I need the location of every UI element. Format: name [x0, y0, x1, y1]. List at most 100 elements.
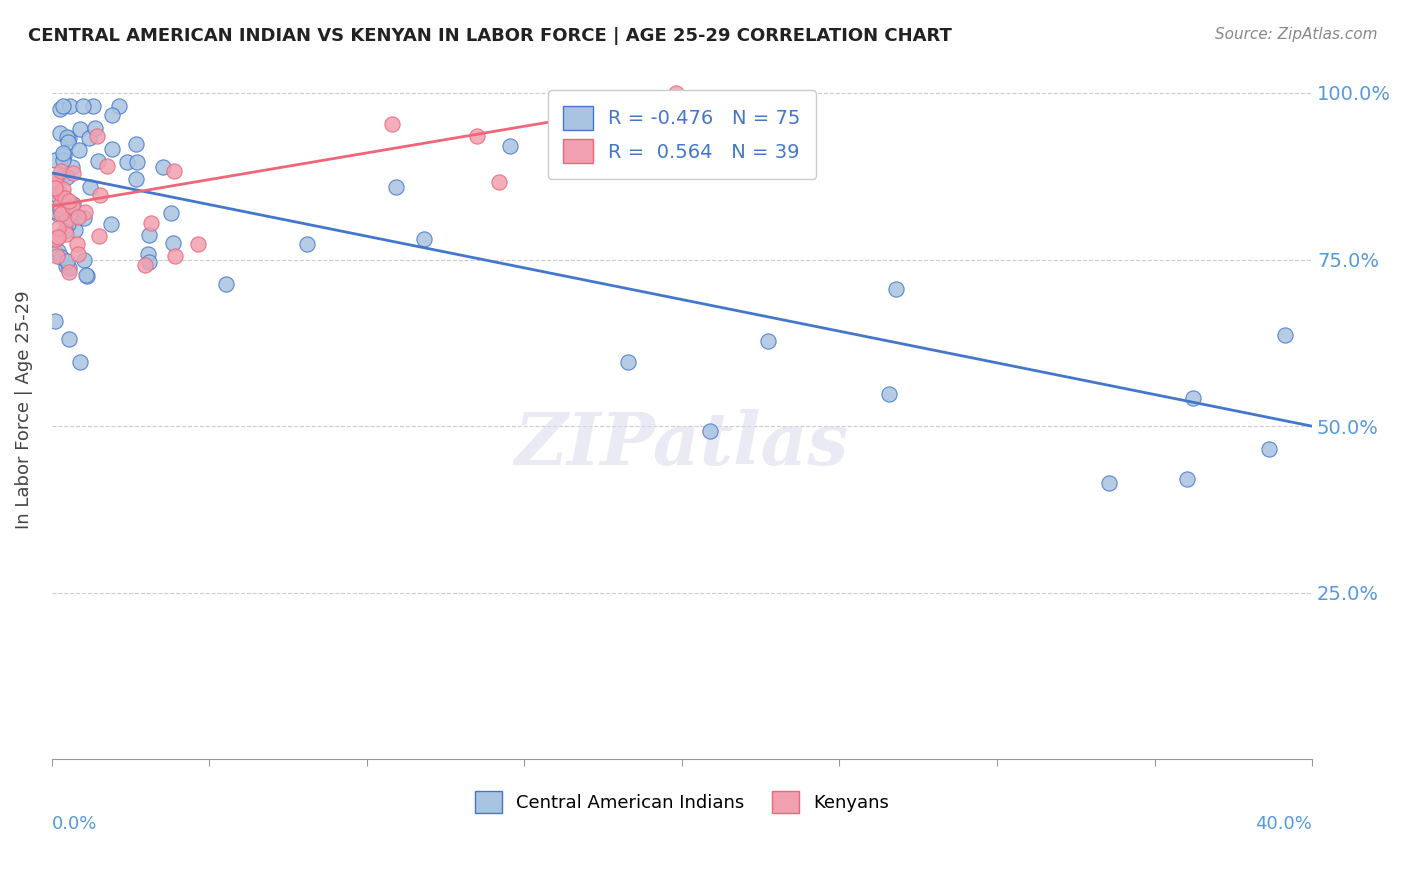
Point [55, 227, 77, 241]
Point [124, 172, 146, 186]
Point [55, 259, 77, 273]
Point [49, 186, 72, 200]
Point [665, 86, 688, 100]
Point [616, 355, 638, 369]
Text: Source: ZipAtlas.com: Source: ZipAtlas.com [1215, 27, 1378, 42]
Point [49, 163, 72, 178]
Text: CENTRAL AMERICAN INDIAN VS KENYAN IN LABOR FORCE | AGE 25-29 CORRELATION CHART: CENTRAL AMERICAN INDIAN VS KENYAN IN LAB… [28, 27, 952, 45]
Point [413, 232, 436, 246]
Point [52, 168, 75, 182]
Point [877, 387, 900, 401]
Point [465, 128, 488, 143]
Point [52, 182, 75, 196]
Point [63, 223, 86, 237]
Point [76, 269, 98, 284]
Point [46, 207, 69, 221]
Point [44, 173, 66, 187]
Point [73, 253, 96, 268]
Point [56, 130, 79, 145]
Text: 40.0%: 40.0% [1256, 815, 1312, 833]
Point [62, 166, 84, 180]
Y-axis label: In Labor Force | Age 25-29: In Labor Force | Age 25-29 [15, 290, 32, 529]
Point [187, 237, 209, 252]
Point [488, 175, 510, 189]
Point [1098, 476, 1121, 491]
Point [53, 191, 76, 205]
Point [1175, 472, 1198, 486]
Point [44, 245, 66, 260]
Point [49, 198, 72, 212]
Point [125, 136, 148, 151]
Point [62, 197, 84, 211]
Point [45, 232, 67, 246]
Point [58, 194, 80, 208]
Point [1257, 442, 1279, 457]
Point [101, 108, 124, 122]
Point [73, 204, 96, 219]
Point [48, 126, 70, 140]
Point [77, 130, 100, 145]
Point [58, 332, 80, 346]
Point [44, 178, 66, 192]
Point [52, 146, 75, 161]
Point [67, 143, 90, 157]
Point [46, 244, 69, 259]
Point [886, 282, 908, 296]
Point [69, 122, 91, 136]
Point [699, 424, 721, 438]
Text: ZIPatlas: ZIPatlas [515, 409, 849, 480]
Point [44, 314, 66, 328]
Point [49, 102, 72, 116]
Point [579, 162, 602, 177]
Point [49, 202, 72, 216]
Point [165, 249, 187, 263]
Point [52, 148, 75, 162]
Point [215, 277, 238, 291]
Point [60, 207, 83, 221]
Point [1274, 328, 1296, 343]
Point [152, 161, 174, 175]
Point [48, 186, 70, 200]
Point [59, 99, 82, 113]
Point [49, 207, 72, 221]
Point [162, 164, 184, 178]
Point [46, 229, 69, 244]
Point [46, 220, 69, 235]
Text: 0.0%: 0.0% [52, 815, 97, 833]
Point [117, 155, 139, 169]
Point [381, 117, 404, 131]
Point [756, 334, 779, 348]
Point [56, 170, 79, 185]
Point [1181, 391, 1204, 405]
Point [52, 99, 75, 113]
Point [385, 180, 408, 194]
Point [60, 199, 83, 213]
Point [44, 203, 66, 218]
Point [66, 237, 89, 252]
Point [499, 139, 522, 153]
Point [66, 210, 89, 224]
Point [44, 181, 66, 195]
Point [56, 135, 79, 149]
Point [136, 247, 159, 261]
Point [53, 224, 76, 238]
Point [83, 120, 105, 135]
Point [138, 227, 160, 242]
Point [89, 187, 111, 202]
Point [72, 99, 94, 113]
Point [45, 188, 67, 202]
Point [69, 355, 91, 369]
Point [67, 247, 90, 261]
Point [58, 261, 80, 276]
Point [101, 142, 124, 156]
Point [79, 180, 101, 194]
Point [51, 250, 73, 264]
Point [58, 131, 80, 145]
Point [125, 155, 148, 169]
Point [44, 153, 66, 167]
Point [56, 253, 79, 268]
Point [139, 216, 162, 230]
Point [46, 195, 69, 210]
Point [52, 153, 75, 168]
Point [134, 259, 156, 273]
